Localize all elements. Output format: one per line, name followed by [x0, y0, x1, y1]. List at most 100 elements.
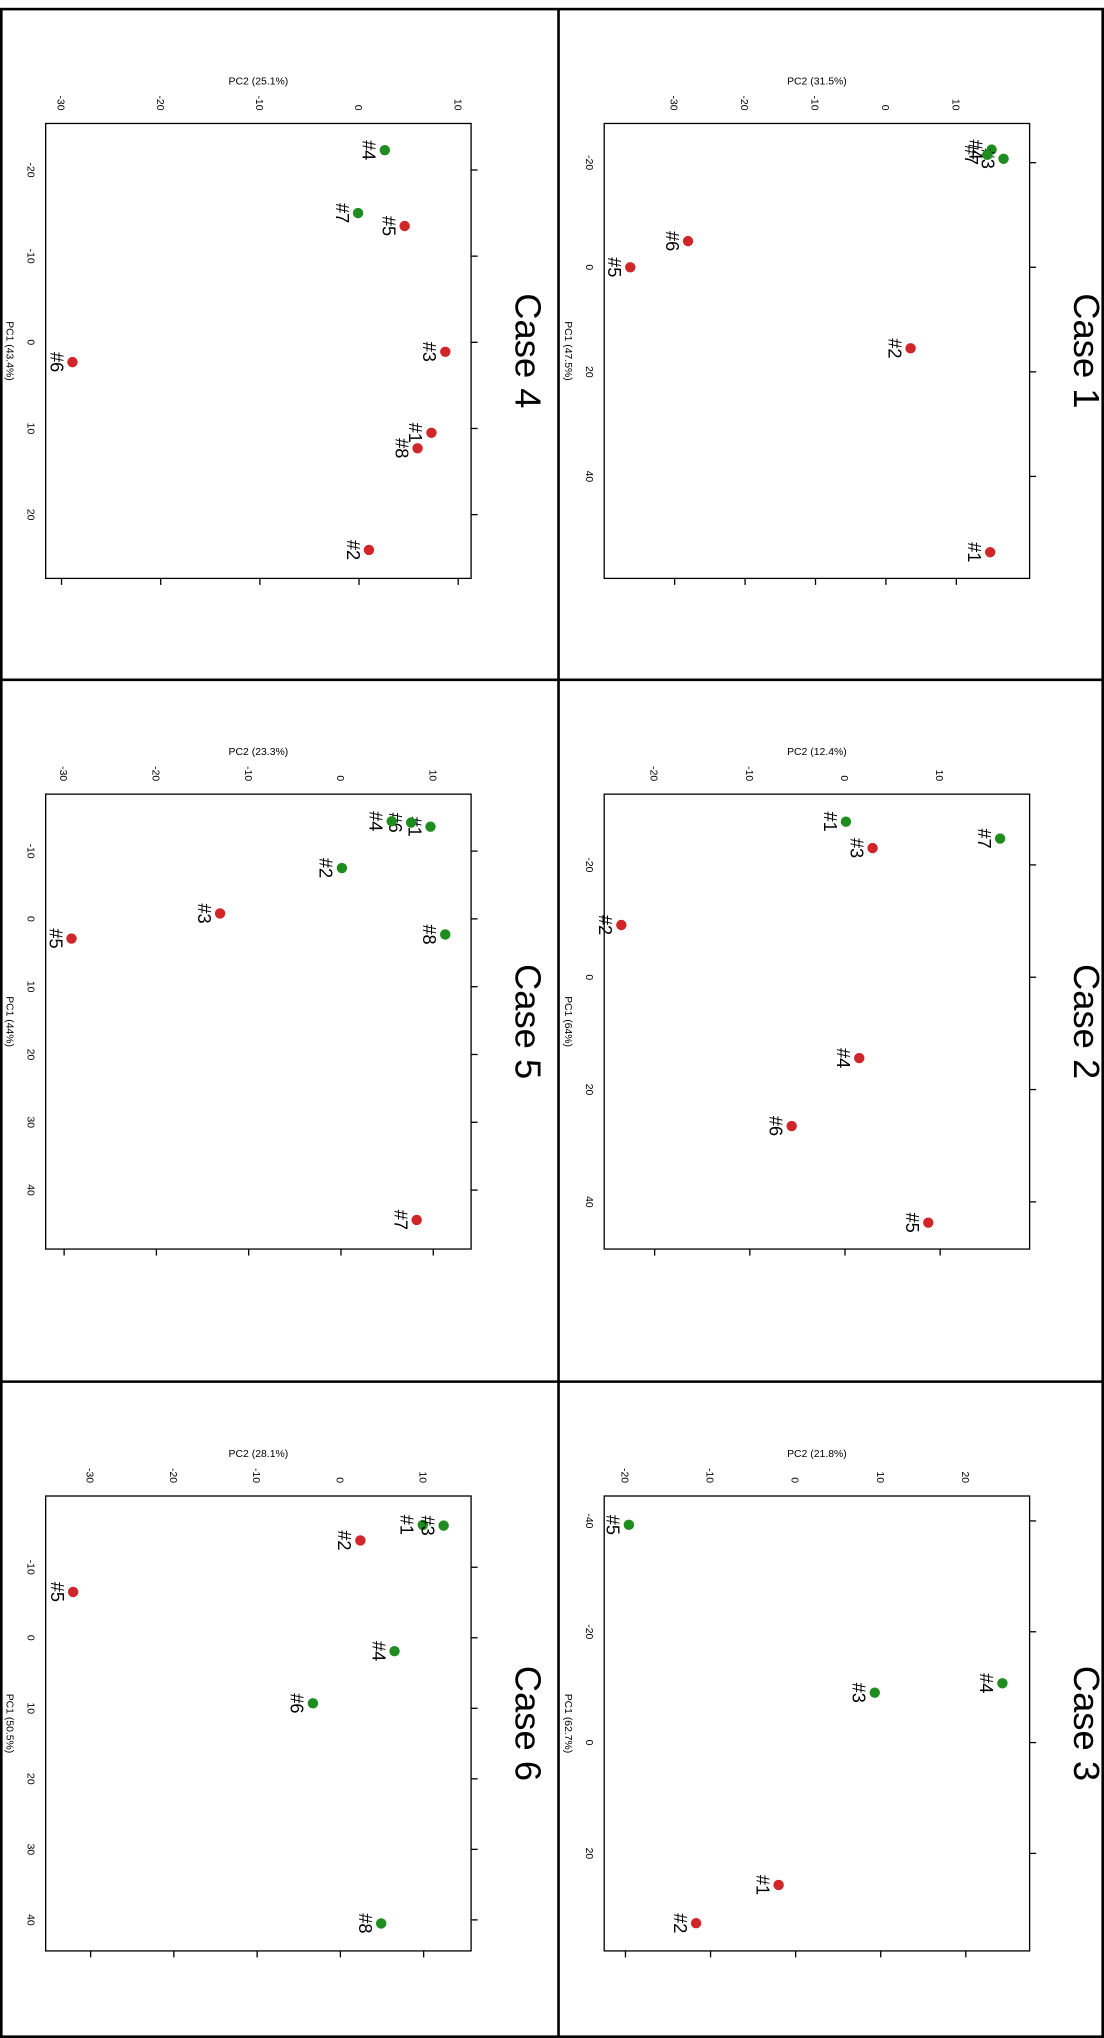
- y-tick-label: -30: [57, 766, 68, 781]
- point: [363, 544, 375, 556]
- point: [923, 1217, 934, 1228]
- point-label: #1: [820, 812, 841, 832]
- y-tick-label: 0: [352, 105, 363, 111]
- x-tick-label: -20: [24, 162, 35, 177]
- point: [67, 1586, 79, 1598]
- point: [625, 262, 636, 273]
- y-tick-label: 0: [333, 1477, 344, 1483]
- point: [438, 1520, 449, 1531]
- y-tick-label: 10: [874, 1471, 885, 1483]
- y-tick-label: -20: [167, 1468, 178, 1483]
- chart-panel: Case 2 -20 0 20 40 -20 -10 0 10 PC1 (64%) PC2 (12.…: [562, 747, 1104, 1256]
- point: [389, 1645, 400, 1657]
- x-tick-label: 20: [24, 1049, 35, 1061]
- point-label: #1: [405, 423, 426, 443]
- point: [869, 1687, 880, 1698]
- plot-frame: [603, 1495, 1031, 1952]
- x-tick-label: 0: [24, 1635, 35, 1641]
- x-tick-label: 0: [583, 264, 594, 270]
- point-label: #5: [604, 257, 625, 277]
- x-axis-label: PC1 (47.5%): [562, 321, 573, 380]
- point: [773, 1879, 784, 1891]
- plot-frame: [603, 122, 1031, 580]
- x-axis-label: PC1 (50.5%): [4, 1694, 15, 1753]
- point: [440, 346, 451, 357]
- plot-frame: [45, 1495, 472, 1952]
- y-tick-label: -10: [743, 766, 754, 781]
- y-tick-label: -20: [149, 766, 160, 781]
- point-label: #8: [355, 1913, 376, 1933]
- y-axis-label: PC2 (23.3%): [229, 747, 289, 758]
- point-label: #4: [366, 811, 387, 831]
- point: [690, 1918, 702, 1929]
- chart-panel: Case 5 -10 0 10 20 30 40 -30 -20 -10 0 10 PC1 (44%) P…: [4, 747, 549, 1256]
- y-tick-label: -10: [704, 1468, 715, 1483]
- point: [405, 817, 417, 828]
- point: [355, 1535, 366, 1546]
- point-label: #6: [46, 352, 67, 372]
- point: [905, 343, 916, 354]
- point: [840, 816, 852, 827]
- y-tick-label: -20: [648, 766, 659, 781]
- point-label: #4: [368, 1641, 389, 1661]
- x-axis-label: PC1 (62.7%): [562, 1694, 573, 1753]
- point-label: #2: [595, 915, 616, 935]
- point-label: #4: [359, 140, 380, 160]
- point: [411, 1214, 422, 1226]
- x-tick-label: 40: [583, 471, 594, 483]
- y-tick-label: 10: [949, 99, 960, 111]
- x-tick-label: 20: [583, 1084, 594, 1096]
- point: [307, 1698, 319, 1709]
- y-tick-label: 0: [838, 775, 849, 781]
- x-tick-label: 10: [24, 981, 35, 993]
- chart-title: Case 5: [507, 964, 548, 1079]
- y-tick-label: 0: [789, 1477, 800, 1483]
- point-label: #6: [765, 1116, 786, 1136]
- y-tick-label: -10: [250, 1468, 261, 1483]
- point-label: #3: [849, 1683, 870, 1703]
- y-tick-label: -30: [84, 1468, 95, 1483]
- chart-panel: Case 3 -40 -20 0 20 -20 -10 0 10 20 PC1 (62.7%) PC2…: [562, 1449, 1104, 1958]
- y-axis-label: PC2 (25.1%): [229, 76, 289, 87]
- point-label: #6: [287, 1693, 308, 1713]
- point-label: #5: [902, 1213, 923, 1233]
- point-label: #2: [343, 540, 364, 560]
- y-tick-label: 10: [417, 1471, 428, 1483]
- point: [984, 547, 996, 558]
- point: [616, 919, 627, 931]
- point: [426, 427, 437, 438]
- point: [375, 1918, 387, 1929]
- x-tick-label: -40: [583, 1513, 594, 1528]
- x-axis-label: PC1 (43.4%): [4, 321, 15, 380]
- point-label: #3: [419, 342, 440, 362]
- y-tick-label: -30: [55, 95, 66, 110]
- x-axis-label: PC1 (44%): [4, 996, 15, 1047]
- chart-title: Case 2: [1066, 964, 1104, 1079]
- x-tick-label: 20: [583, 1848, 594, 1860]
- y-tick-label: -20: [154, 95, 165, 110]
- y-tick-label: 0: [879, 105, 890, 111]
- point-label: #5: [47, 1582, 68, 1602]
- point-label: #1: [397, 1515, 418, 1535]
- y-tick-label: 0: [334, 775, 345, 781]
- point-label: #3: [194, 903, 215, 923]
- x-tick-label: -20: [583, 155, 594, 170]
- point: [623, 1519, 635, 1531]
- x-tick-label: 0: [24, 916, 35, 922]
- x-tick-label: 0: [583, 974, 594, 980]
- point-label: #2: [316, 858, 337, 878]
- point: [67, 356, 78, 368]
- chart-title: Case 4: [507, 293, 548, 408]
- point-label: #7: [332, 203, 353, 223]
- outer-border: [0, 7, 1104, 2038]
- x-tick-label: 30: [24, 1844, 35, 1856]
- x-tick-label: -10: [24, 1560, 35, 1575]
- chart-panel: Case 4 -20 -10 0 10 20 -30 -20 -10 0 10 PC1 (43.4%)…: [4, 76, 549, 585]
- x-tick-label: 10: [24, 423, 35, 435]
- y-tick-label: -10: [253, 95, 264, 110]
- x-tick-label: 20: [24, 509, 35, 521]
- x-tick-label: 0: [583, 1740, 594, 1746]
- y-tick-label: 10: [451, 99, 462, 111]
- point: [214, 908, 226, 919]
- x-tick-label: 10: [24, 1703, 35, 1715]
